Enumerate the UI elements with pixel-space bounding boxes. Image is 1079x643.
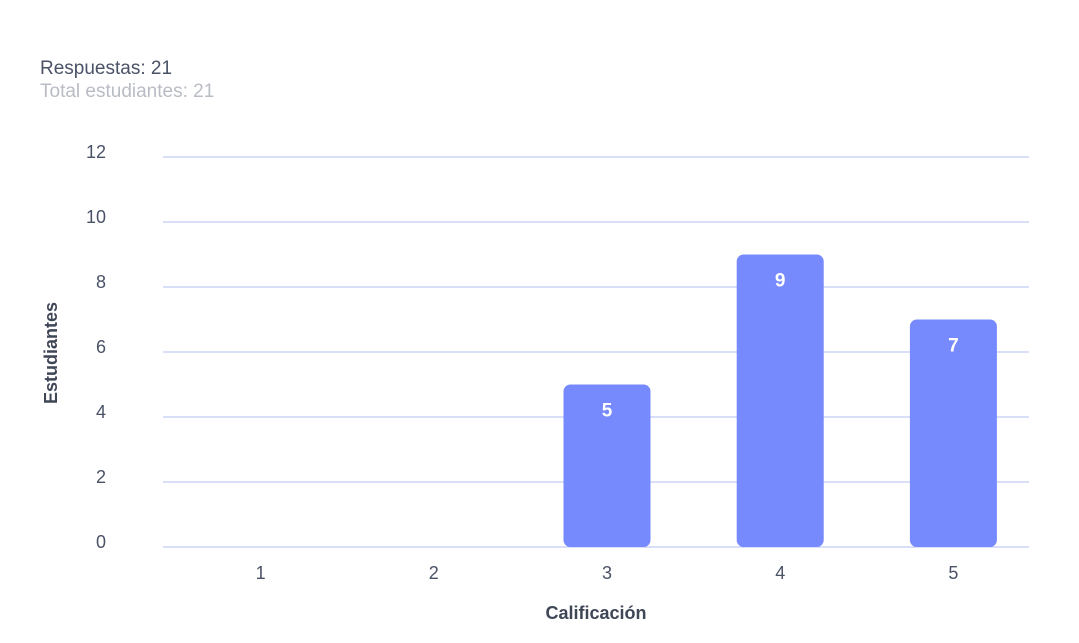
responses-count: Respuestas: 21 (40, 58, 173, 79)
grid-lines (163, 156, 1029, 548)
bar-3[interactable] (563, 384, 651, 548)
y-tick-label: 10 (86, 207, 106, 227)
response-summary: Respuestas: 21 Total estudiantes: 21 (40, 57, 214, 103)
data-labels: 5 9 7 (602, 271, 959, 422)
y-tick-label: 8 (96, 272, 106, 292)
y-tick-label: 4 (96, 402, 106, 422)
bar-value-label: 7 (948, 336, 959, 357)
y-tick-label: 0 (96, 532, 106, 552)
x-tick-labels: 1 2 3 4 5 (256, 563, 959, 583)
bars (563, 254, 997, 548)
x-tick-label: 3 (602, 563, 612, 583)
bar-value-label: 5 (602, 401, 613, 422)
x-axis-title: Calificación (545, 603, 646, 623)
y-tick-label: 12 (86, 142, 106, 162)
y-tick-label: 6 (96, 337, 106, 357)
total-students-count: Total estudiantes: 21 (40, 81, 215, 102)
x-tick-label: 4 (775, 563, 785, 583)
y-tick-label: 2 (96, 467, 106, 487)
bar-value-label: 9 (775, 271, 786, 292)
y-axis-title: Estudiantes (41, 302, 61, 404)
x-tick-label: 1 (256, 563, 266, 583)
y-tick-labels: 0 2 4 6 8 10 12 (86, 142, 106, 552)
x-tick-label: 2 (429, 563, 439, 583)
x-tick-label: 5 (948, 563, 958, 583)
bar-5[interactable] (909, 319, 997, 548)
bar-4[interactable] (736, 254, 824, 548)
